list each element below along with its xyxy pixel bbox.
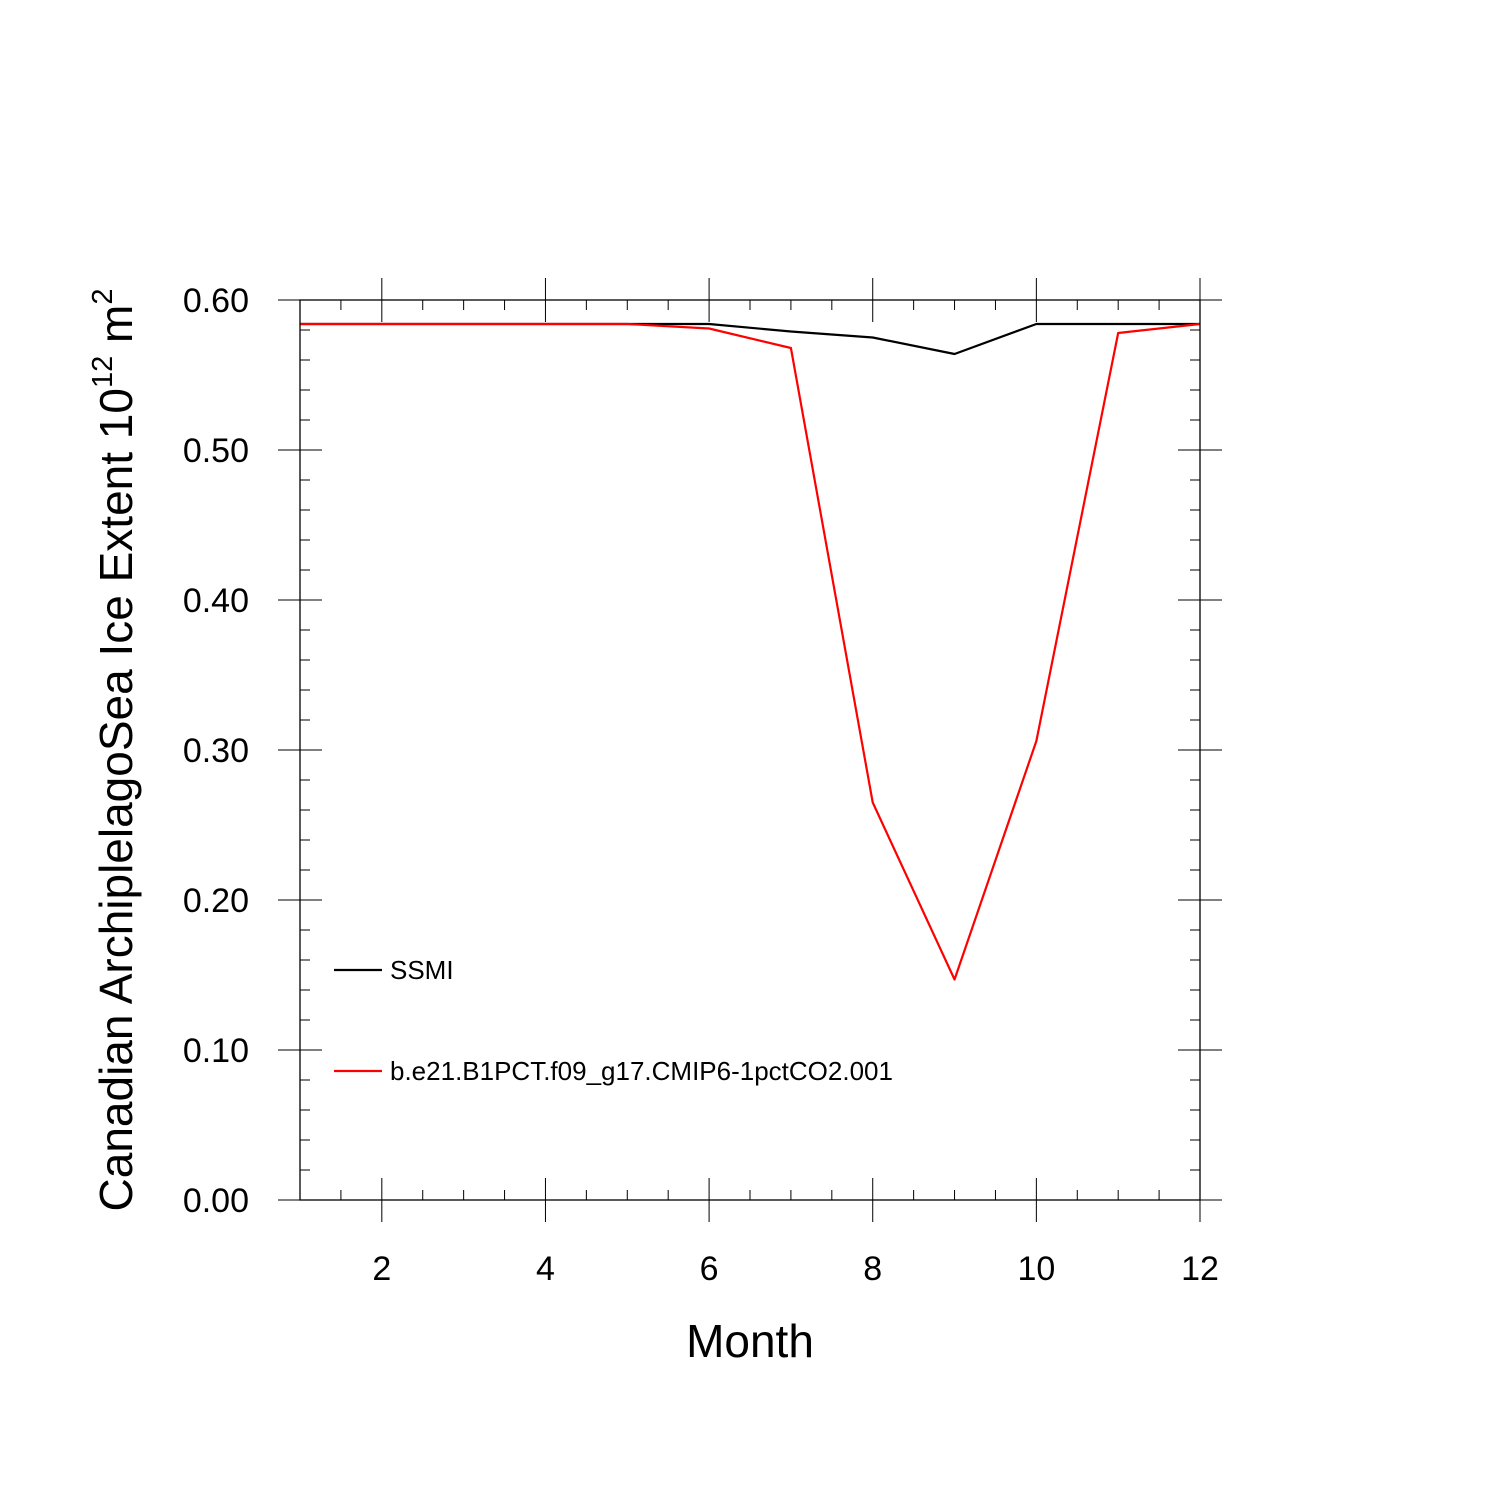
- y-axis-title-unit-exponent: 2: [87, 289, 119, 305]
- x-tick-label: 12: [1181, 1250, 1219, 1288]
- y-tick-label: 0.10: [183, 1032, 249, 1070]
- legend: SSMI b.e21.B1PCT.f09_g17.CMIP6-1pctCO2.00…: [334, 955, 893, 1086]
- x-tick-label: 6: [700, 1250, 719, 1288]
- y-tick-label: 0.20: [183, 882, 249, 920]
- legend-label-1: SSMI: [390, 955, 454, 985]
- x-tick-label: 8: [863, 1250, 882, 1288]
- y-axis-title: Canadian ArchiplelagoSea Ice Extent 1012…: [87, 289, 142, 1212]
- series-line-2: [300, 322, 1201, 981]
- y-tick-label: 0.40: [183, 582, 249, 620]
- legend-label-2: b.e21.B1PCT.f09_g17.CMIP6-1pctCO2.001: [390, 1056, 893, 1086]
- series-lines: [300, 322, 1201, 981]
- x-tick-label: 4: [536, 1250, 555, 1288]
- y-tick-label: 0.00: [183, 1182, 249, 1220]
- y-tick-label: 0.50: [183, 432, 249, 470]
- y-axis-title-exponent: 12: [87, 356, 119, 388]
- y-tick-label: 0.60: [183, 282, 249, 320]
- x-tick-labels: 2 4 6 8 10 12: [372, 1250, 1219, 1288]
- y-tick-label: 0.30: [183, 732, 249, 770]
- x-tick-label: 10: [1017, 1250, 1055, 1288]
- minor-ticks: [299, 300, 1200, 1200]
- x-tick-label: 2: [372, 1250, 391, 1288]
- y-tick-labels: 0.00 0.10 0.20 0.30 0.40 0.50 0.60: [183, 282, 249, 1220]
- plot-area-frame: [299, 299, 1201, 1201]
- y-axis-title-unit: m: [90, 305, 142, 356]
- y-axis-title-main: Canadian ArchiplelagoSea Ice Extent 10: [90, 388, 142, 1211]
- x-axis-title: Month: [686, 1315, 814, 1367]
